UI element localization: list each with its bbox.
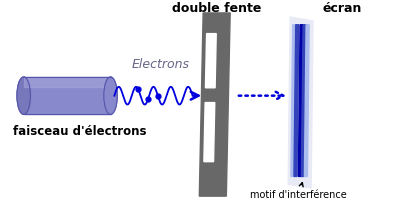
Ellipse shape bbox=[17, 77, 30, 114]
Text: écran: écran bbox=[322, 2, 362, 15]
Polygon shape bbox=[204, 103, 215, 162]
Text: Electrons: Electrons bbox=[132, 58, 190, 71]
Polygon shape bbox=[199, 13, 230, 196]
Bar bbox=[24, 77, 110, 114]
Polygon shape bbox=[288, 17, 313, 188]
Bar bbox=[24, 77, 110, 87]
Polygon shape bbox=[304, 25, 309, 177]
Polygon shape bbox=[291, 25, 296, 177]
Ellipse shape bbox=[104, 77, 117, 114]
Text: double fente: double fente bbox=[172, 2, 261, 15]
Text: faisceau d'électrons: faisceau d'électrons bbox=[13, 125, 146, 138]
Text: motif d'interférence: motif d'interférence bbox=[250, 183, 347, 200]
Polygon shape bbox=[294, 25, 299, 177]
Polygon shape bbox=[206, 34, 216, 88]
Polygon shape bbox=[298, 25, 303, 177]
Polygon shape bbox=[301, 25, 306, 177]
